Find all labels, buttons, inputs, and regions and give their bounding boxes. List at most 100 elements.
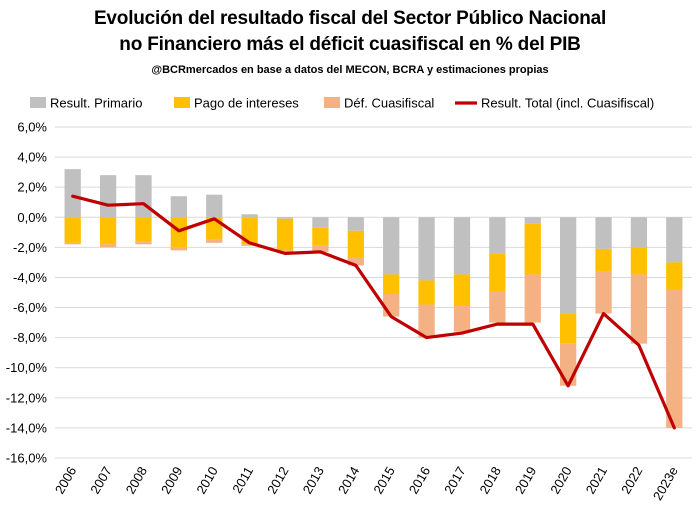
bar-primario xyxy=(595,217,612,249)
bar-cuasifiscal xyxy=(99,244,117,248)
bar-cuasifiscal xyxy=(630,274,648,344)
x-tick-label: 2020 xyxy=(547,464,574,497)
x-tick-label: 2006 xyxy=(52,464,79,497)
bar-cuasifiscal xyxy=(170,247,188,251)
bar-cuasifiscal xyxy=(206,239,223,243)
bar-intereses xyxy=(64,217,81,243)
legend-label: Pago de intereses xyxy=(194,96,299,111)
point-result-total xyxy=(248,241,251,245)
bar-cuasifiscal xyxy=(453,306,471,332)
point-result-total xyxy=(177,229,181,233)
x-tick-label: 2016 xyxy=(406,464,433,497)
bar-intereses xyxy=(347,230,364,258)
legend-label: Déf. Cuasifiscal xyxy=(344,96,434,111)
bar-primario xyxy=(453,217,471,275)
bar-cuasifiscal xyxy=(135,241,152,245)
bar-cuasifiscal xyxy=(312,245,329,252)
y-tick-label: -14,0% xyxy=(6,420,48,435)
bar-intereses xyxy=(276,218,294,251)
bar-cuasifiscal xyxy=(241,244,258,246)
chart-title: Evolución del resultado fiscal del Secto… xyxy=(0,6,700,58)
bar-intereses xyxy=(312,227,329,246)
bar-cuasifiscal xyxy=(489,290,506,323)
bar-cuasifiscal xyxy=(666,289,683,428)
bar-intereses xyxy=(595,248,612,272)
x-tick-label: 2011 xyxy=(229,464,256,496)
bar-primario xyxy=(666,217,683,263)
legend-swatch xyxy=(324,97,340,108)
bar-intereses xyxy=(524,223,541,275)
bar-intereses xyxy=(99,217,117,245)
y-tick-label: 4,0% xyxy=(17,150,47,165)
y-tick-label: 0,0% xyxy=(17,210,47,225)
bar-primario xyxy=(99,175,117,218)
bar-cuasifiscal xyxy=(383,294,400,317)
bar-intereses xyxy=(135,217,152,242)
y-tick-label: -2,0% xyxy=(13,240,47,255)
x-tick-label: 2007 xyxy=(87,464,114,497)
point-result-total xyxy=(460,331,464,335)
x-tick-label: 2014 xyxy=(335,464,362,497)
x-tick-label: 2023e xyxy=(650,464,681,503)
point-result-total xyxy=(142,202,145,205)
x-tick-label: 2015 xyxy=(370,464,397,497)
x-tick-label: 2022 xyxy=(618,464,645,497)
y-tick-label: -16,0% xyxy=(6,451,48,466)
point-result-total xyxy=(283,252,287,255)
x-tick-label: 2013 xyxy=(300,464,327,497)
bar-cuasifiscal xyxy=(595,271,612,314)
point-result-total xyxy=(602,312,605,315)
point-result-total xyxy=(531,322,534,326)
bar-cuasifiscal xyxy=(347,257,364,266)
legend-swatch xyxy=(30,97,46,108)
y-tick-label: 6,0% xyxy=(17,120,47,135)
point-result-total xyxy=(213,217,216,220)
point-result-total xyxy=(425,336,428,339)
y-tick-label: -8,0% xyxy=(13,330,47,345)
point-result-total xyxy=(71,195,74,198)
x-tick-label: 2012 xyxy=(264,464,291,497)
point-result-total xyxy=(637,343,641,347)
bar-cuasifiscal xyxy=(276,250,294,252)
point-result-total xyxy=(354,264,358,267)
bar-primario xyxy=(170,196,188,218)
bar-intereses xyxy=(453,274,471,307)
bar-intereses xyxy=(666,262,683,290)
x-tick-label: 2017 xyxy=(441,464,468,497)
bar-primario xyxy=(312,217,329,228)
point-result-total xyxy=(673,426,676,430)
line-result-total xyxy=(71,194,676,430)
point-result-total xyxy=(319,250,322,254)
bar-intereses xyxy=(383,274,400,295)
bar-primario xyxy=(524,217,541,224)
bar-primario xyxy=(418,217,435,281)
y-tick-label: -12,0% xyxy=(6,390,48,405)
chart-title-line1: Evolución del resultado fiscal del Secto… xyxy=(93,8,607,29)
point-result-total xyxy=(389,315,393,318)
y-tick-label: 2,0% xyxy=(17,180,47,195)
bar-primario xyxy=(347,217,364,231)
bar-primario xyxy=(64,169,81,218)
bar-primario xyxy=(383,217,400,275)
bar-intereses xyxy=(630,247,648,275)
bar-primario xyxy=(559,217,577,314)
bar-cuasifiscal xyxy=(418,304,435,338)
bar-primario xyxy=(489,217,506,254)
point-result-total xyxy=(106,204,110,207)
bar-cuasifiscal xyxy=(559,343,577,386)
legend-label: Result. Total (incl. Cuasifiscal) xyxy=(481,96,654,111)
x-tick-label: 2021 xyxy=(583,464,610,497)
legend-label: Result. Primario xyxy=(50,96,142,111)
x-tick-label: 2008 xyxy=(123,464,150,497)
bar-primario xyxy=(241,214,258,218)
y-tick-label: -4,0% xyxy=(13,270,47,285)
x-tick-label: 2009 xyxy=(158,464,185,497)
y-tick-label: -10,0% xyxy=(6,360,48,375)
bar-intereses xyxy=(559,313,577,344)
bar-primario xyxy=(276,217,294,219)
point-result-total xyxy=(496,322,499,326)
bar-intereses xyxy=(418,280,435,305)
x-tick-label: 2019 xyxy=(512,464,539,497)
